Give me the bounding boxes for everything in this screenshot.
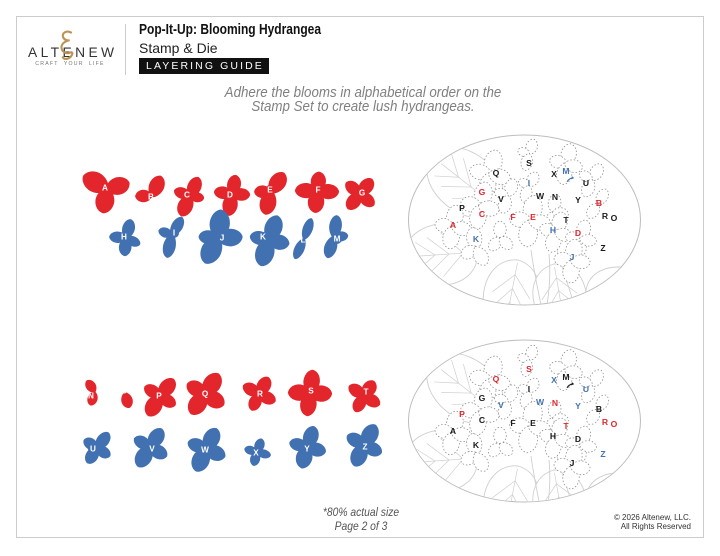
svg-text:E: E	[267, 186, 273, 195]
svg-text:Z: Z	[362, 443, 367, 452]
svg-text:B: B	[148, 193, 154, 202]
svg-text:V: V	[498, 400, 504, 410]
svg-text:A: A	[102, 184, 108, 193]
svg-text:Q: Q	[493, 168, 500, 178]
svg-text:O: O	[611, 419, 618, 429]
svg-text:B: B	[596, 198, 602, 208]
svg-text:Z: Z	[600, 243, 605, 253]
svg-text:D: D	[227, 191, 233, 200]
svg-text:G: G	[359, 189, 365, 198]
svg-text:M: M	[334, 235, 341, 244]
svg-text:E: E	[530, 212, 536, 222]
svg-text:W: W	[536, 397, 545, 407]
svg-text:F: F	[510, 418, 515, 428]
svg-text:V: V	[149, 445, 155, 454]
svg-text:J: J	[570, 252, 575, 262]
svg-text:O: O	[611, 213, 618, 223]
svg-text:R: R	[257, 390, 263, 399]
svg-text:P: P	[156, 392, 162, 401]
svg-text:E: E	[530, 418, 536, 428]
svg-text:A: A	[450, 220, 456, 230]
svg-text:X: X	[551, 169, 557, 179]
svg-text:U: U	[90, 445, 96, 454]
svg-text:S: S	[526, 158, 532, 168]
svg-text:N: N	[552, 398, 558, 408]
svg-text:T: T	[363, 388, 368, 397]
svg-text:F: F	[315, 186, 320, 195]
svg-text:Y: Y	[575, 195, 581, 205]
svg-text:Y: Y	[575, 401, 581, 411]
svg-text:C: C	[479, 209, 485, 219]
svg-text:I: I	[528, 384, 530, 394]
svg-text:U: U	[583, 178, 589, 188]
svg-text:D: D	[575, 434, 581, 444]
svg-text:I: I	[173, 229, 175, 238]
svg-text:T: T	[563, 215, 569, 225]
svg-text:I: I	[528, 178, 530, 188]
svg-text:C: C	[479, 415, 485, 425]
svg-text:X: X	[253, 449, 259, 458]
svg-text:B: B	[596, 404, 602, 414]
svg-text:U: U	[583, 384, 589, 394]
svg-text:N: N	[552, 192, 558, 202]
svg-text:R: R	[602, 211, 609, 221]
svg-text:L: L	[300, 236, 305, 245]
svg-text:C: C	[184, 191, 190, 200]
svg-text:K: K	[260, 233, 266, 242]
svg-text:Z: Z	[600, 449, 605, 459]
svg-text:F: F	[510, 212, 515, 222]
svg-text:Q: Q	[202, 390, 209, 399]
svg-text:O: O	[121, 387, 128, 396]
svg-text:M: M	[562, 372, 569, 382]
svg-text:S: S	[526, 364, 532, 374]
svg-text:P: P	[459, 203, 465, 213]
svg-text:G: G	[479, 393, 486, 403]
svg-text:D: D	[575, 228, 581, 238]
svg-text:H: H	[121, 233, 127, 242]
svg-text:W: W	[201, 446, 209, 455]
svg-text:S: S	[308, 387, 314, 396]
svg-text:T: T	[563, 421, 569, 431]
svg-text:M: M	[562, 166, 569, 176]
svg-text:V: V	[498, 194, 504, 204]
svg-text:A: A	[450, 426, 456, 436]
svg-text:Q: Q	[493, 374, 500, 384]
svg-text:G: G	[479, 187, 486, 197]
svg-text:P: P	[459, 409, 465, 419]
svg-text:H: H	[550, 225, 556, 235]
svg-text:W: W	[536, 191, 545, 201]
svg-text:K: K	[473, 234, 480, 244]
svg-text:J: J	[220, 234, 225, 243]
svg-text:N: N	[88, 392, 94, 401]
svg-text:Y: Y	[304, 445, 310, 454]
svg-text:J: J	[570, 458, 575, 468]
svg-text:R: R	[602, 417, 609, 427]
svg-text:K: K	[473, 440, 480, 450]
svg-text:X: X	[551, 375, 557, 385]
svg-text:H: H	[550, 431, 556, 441]
